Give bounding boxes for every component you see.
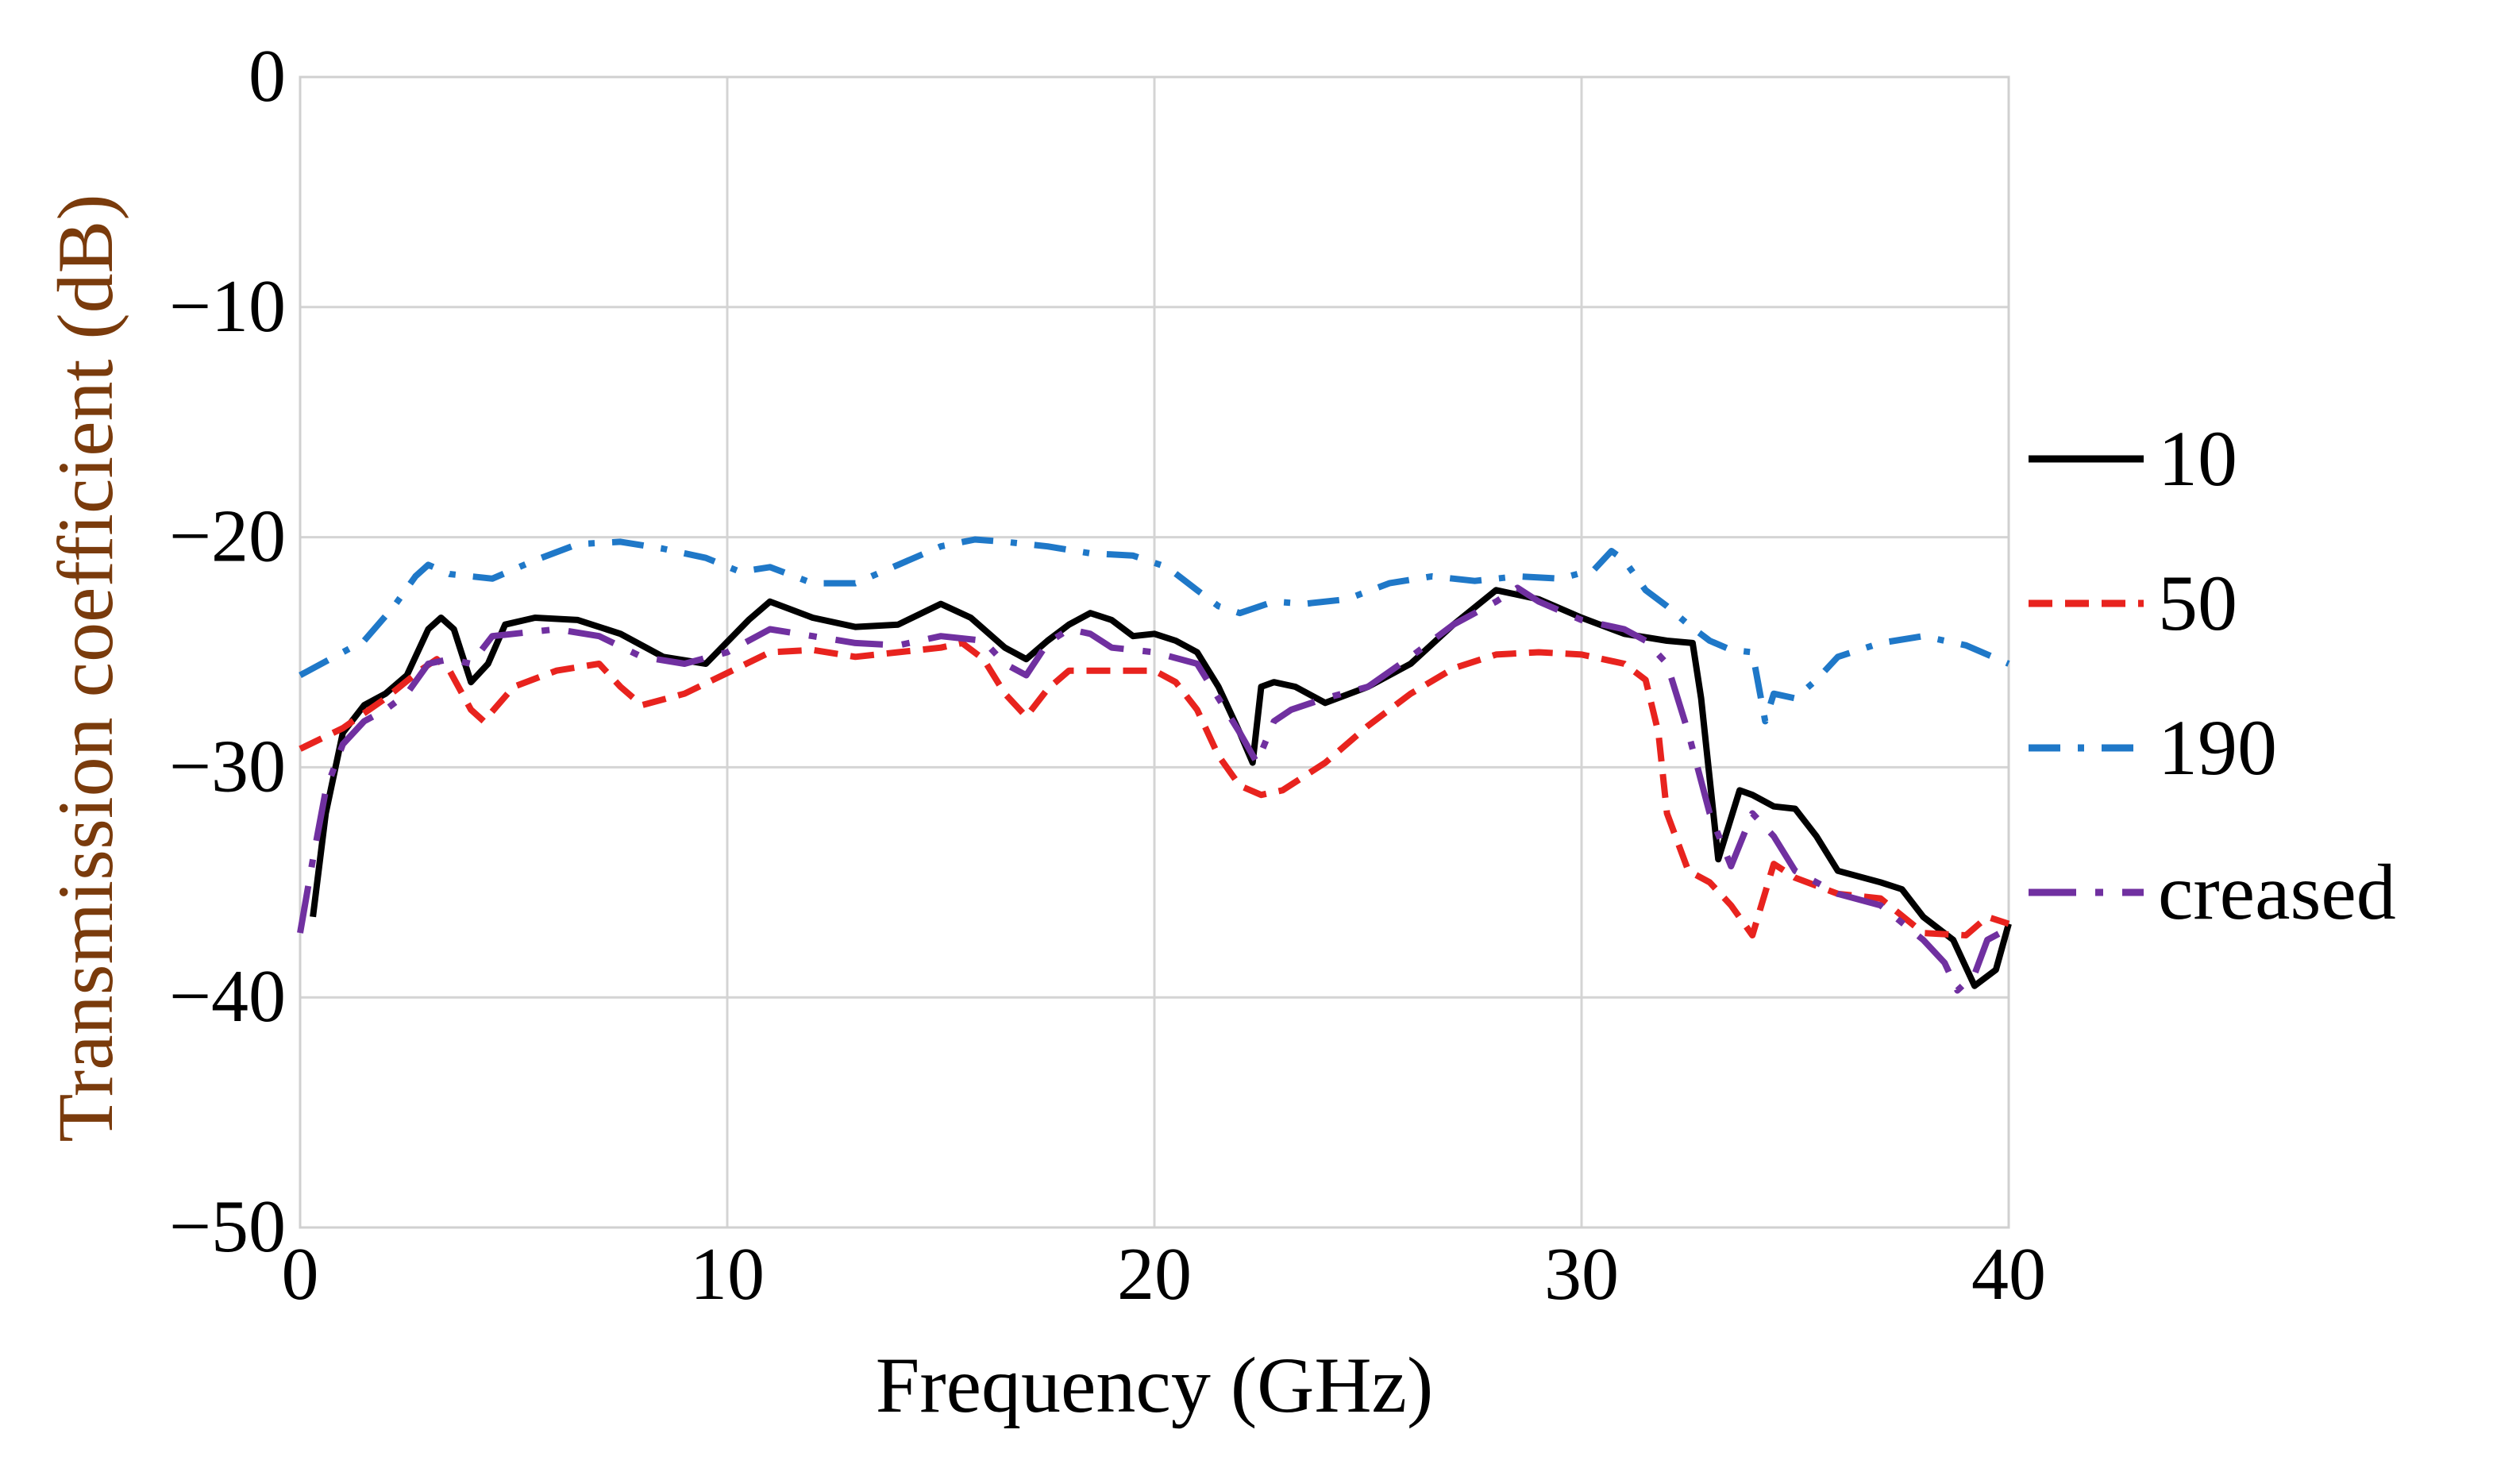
- series-line-50: [299, 639, 2010, 938]
- y-axis-title: Transmission coefficient (dB): [41, 194, 129, 1142]
- y-tick-label: −10: [169, 265, 286, 348]
- plot-frame: [299, 75, 2010, 1229]
- y-tick-label: −40: [169, 955, 286, 1038]
- y-tick-label: −20: [169, 495, 286, 578]
- x-tick-label: 30: [1544, 1233, 1619, 1316]
- y-tick-label: 0: [249, 35, 286, 118]
- series-line-creased: [297, 584, 2010, 994]
- x-tick-label: 10: [690, 1233, 765, 1316]
- legend: 10 50 190 creased: [2029, 414, 2396, 936]
- x-axis-title: Frequency (GHz): [876, 1341, 1434, 1429]
- legend-label-10: 10: [2158, 414, 2237, 503]
- series-layer: [297, 536, 2012, 994]
- series-line-190: [299, 536, 2010, 725]
- legend-label-190: 190: [2158, 703, 2277, 792]
- legend-label-creased: creased: [2158, 848, 2396, 936]
- tick-labels: 0 10 20 30 40 0 −10 −20 −30 −40 −50: [169, 35, 2046, 1316]
- legend-label-50: 50: [2158, 559, 2237, 647]
- y-tick-label: −50: [169, 1185, 286, 1268]
- y-tick-label: −30: [169, 725, 286, 807]
- x-tick-label: 20: [1117, 1233, 1192, 1316]
- x-tick-label: 0: [282, 1233, 319, 1316]
- x-tick-label: 40: [1971, 1233, 2046, 1316]
